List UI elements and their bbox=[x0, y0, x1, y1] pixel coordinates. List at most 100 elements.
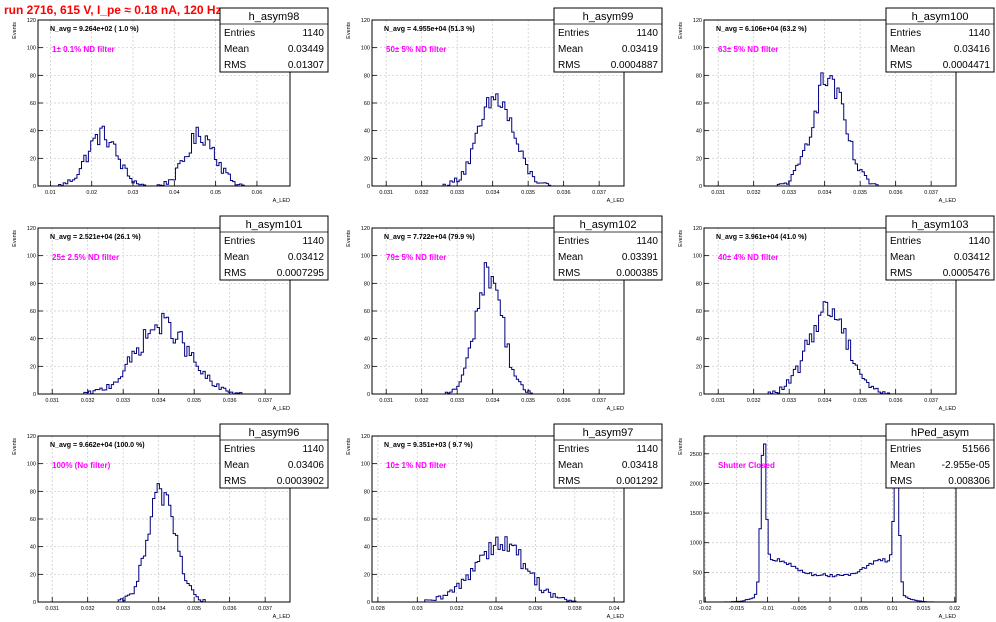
x-tick-label: 0.033 bbox=[116, 606, 130, 612]
y-tick-label: 100 bbox=[361, 254, 370, 260]
y-tick-label: 120 bbox=[27, 226, 36, 232]
y-tick-label: 0 bbox=[367, 600, 370, 606]
stats-title: h_asym100 bbox=[912, 11, 969, 23]
x-tick-label: 0.04 bbox=[169, 190, 180, 196]
navg-label: N_avg = 4.955e+04 (51.3 %) bbox=[384, 26, 475, 33]
x-tick-label: 0.033 bbox=[450, 190, 464, 196]
histogram-line bbox=[704, 72, 956, 187]
stats-title: h_asym102 bbox=[580, 219, 637, 231]
stats-label-entries: Entries bbox=[558, 444, 589, 455]
x-tick-label: 0.005 bbox=[854, 606, 868, 612]
stats-frame bbox=[885, 7, 995, 73]
x-axis-label: A_LED bbox=[273, 614, 290, 620]
stats-label-entries: Entries bbox=[890, 444, 921, 455]
y-tick-label: 60 bbox=[696, 101, 702, 107]
histogram-h_asym100: 0.031 0.032 0.033 0.034 0.035 0.036 0.037 0 20 40… bbox=[678, 7, 995, 204]
y-tick-label: 1500 bbox=[690, 511, 702, 517]
filter-label: 1± 0.1% ND filter bbox=[52, 45, 115, 54]
x-tick-label: 0.03 bbox=[412, 606, 423, 612]
stats-label-entries: Entries bbox=[224, 28, 255, 39]
y-tick-label: 80 bbox=[30, 73, 36, 79]
filter-label: 100% (No filter) bbox=[52, 461, 111, 470]
y-tick-label: 40 bbox=[364, 129, 370, 135]
x-tick-label: -0.015 bbox=[729, 606, 745, 612]
x-tick-label: 0.034 bbox=[486, 190, 500, 196]
x-tick-label: 0.037 bbox=[592, 190, 606, 196]
navg-label: N_avg = 2.521e+04 (26.1 %) bbox=[50, 234, 141, 241]
stats-value-entries: 1140 bbox=[968, 236, 990, 247]
y-tick-label: 120 bbox=[361, 434, 370, 440]
stats-label-entries: Entries bbox=[558, 28, 589, 39]
stats-label-mean: Mean bbox=[890, 44, 915, 55]
stats-value-mean: 0.03406 bbox=[288, 460, 325, 471]
y-tick-label: 20 bbox=[696, 156, 702, 162]
x-tick-label: 0.037 bbox=[592, 398, 606, 404]
histogram-h_asym97: 0.028 0.03 0.032 0.034 0.036 0.038 0.04 0 20 40 60… bbox=[346, 423, 663, 620]
histogram-line bbox=[38, 483, 290, 603]
histogram-panel-hPed_asym: -0.02 -0.015 -0.01 -0.005 0 0.005 0.01 0.015 0.0… bbox=[666, 423, 996, 622]
stats-frame bbox=[553, 7, 663, 73]
x-tick-label: 0.031 bbox=[711, 398, 725, 404]
y-tick-label: 20 bbox=[364, 156, 370, 162]
y-tick-label: 2000 bbox=[690, 481, 702, 487]
stats-box: h_asym101 Entries 1140 Mean 0.03412 RMS 0.0007… bbox=[219, 215, 329, 281]
stats-title: h_asym103 bbox=[912, 219, 969, 231]
histogram-panel-h_asym97: 0.028 0.03 0.032 0.034 0.036 0.038 0.04 0 20 40 60… bbox=[334, 423, 664, 622]
y-tick-label: 1000 bbox=[690, 541, 702, 547]
stats-label-entries: Entries bbox=[890, 236, 921, 247]
y-tick-label: 120 bbox=[27, 18, 36, 24]
y-tick-label: 80 bbox=[364, 489, 370, 495]
histogram-line bbox=[704, 301, 956, 395]
x-axis-label: A_LED bbox=[607, 406, 624, 412]
y-axis-label: Events bbox=[678, 230, 684, 247]
y-tick-label: 20 bbox=[30, 364, 36, 370]
stats-value-entries: 1140 bbox=[302, 444, 324, 455]
histogram-line bbox=[372, 262, 624, 395]
x-tick-label: 0.036 bbox=[889, 190, 903, 196]
histogram-line bbox=[38, 312, 290, 395]
y-tick-label: 0 bbox=[699, 600, 702, 606]
y-tick-label: 100 bbox=[27, 46, 36, 52]
x-tick-label: 0.028 bbox=[371, 606, 385, 612]
histogram-line bbox=[704, 443, 956, 603]
x-tick-label: 0.033 bbox=[116, 398, 130, 404]
stats-label-mean: Mean bbox=[558, 44, 583, 55]
y-tick-label: 0 bbox=[33, 392, 36, 398]
histogram-panel-h_asym98: 0.01 0.02 0.03 0.04 0.05 0.06 0 20 40 60 80 100 120 E… bbox=[0, 7, 330, 206]
stats-frame bbox=[885, 423, 995, 489]
x-tick-label: 0.03 bbox=[128, 190, 139, 196]
x-tick-label: 0.031 bbox=[45, 606, 59, 612]
stats-value-mean: 0.03419 bbox=[622, 44, 659, 55]
y-tick-label: 100 bbox=[27, 462, 36, 468]
x-tick-label: 0.037 bbox=[258, 398, 272, 404]
histogram-panel-h_asym99: 0.031 0.032 0.033 0.034 0.035 0.036 0.037 0 20 40… bbox=[334, 7, 664, 206]
y-tick-label: 60 bbox=[30, 309, 36, 315]
x-tick-label: 0.015 bbox=[917, 606, 931, 612]
run-title: run 2716, 615 V, I_pe ≈ 0.18 nA, 120 Hz bbox=[4, 3, 222, 17]
filter-label: 25± 2.5% ND filter bbox=[52, 253, 119, 262]
stats-value-entries: 1140 bbox=[636, 236, 658, 247]
stats-label-mean: Mean bbox=[224, 44, 249, 55]
x-tick-label: 0.033 bbox=[782, 398, 796, 404]
y-tick-label: 20 bbox=[696, 364, 702, 370]
histogram-h_asym102: 0.031 0.032 0.033 0.034 0.035 0.036 0.037 0 20 40… bbox=[346, 215, 663, 412]
x-axis-label: A_LED bbox=[273, 198, 290, 204]
histogram-h_asym101: 0.031 0.032 0.033 0.034 0.035 0.036 0.037 0 20 40… bbox=[12, 215, 329, 412]
y-tick-label: 0 bbox=[699, 392, 702, 398]
stats-value-rms: 0.01307 bbox=[288, 60, 325, 71]
x-tick-label: 0.05 bbox=[210, 190, 221, 196]
stats-label-rms: RMS bbox=[890, 476, 913, 487]
stats-label-mean: Mean bbox=[558, 252, 583, 263]
stats-title: h_asym101 bbox=[246, 219, 303, 231]
x-tick-label: -0.01 bbox=[761, 606, 774, 612]
x-tick-label: 0.034 bbox=[489, 606, 503, 612]
x-tick-label: 0.02 bbox=[86, 190, 97, 196]
stats-title: hPed_asym bbox=[911, 427, 969, 439]
stats-value-rms: 0.0004887 bbox=[611, 60, 659, 71]
navg-label: N_avg = 9.264e+02 ( 1.0 %) bbox=[50, 26, 139, 33]
y-tick-label: 2500 bbox=[690, 452, 702, 458]
y-tick-label: 0 bbox=[367, 184, 370, 190]
navg-label: N_avg = 7.722e+04 (79.9 %) bbox=[384, 234, 475, 241]
x-tick-label: 0.035 bbox=[853, 398, 867, 404]
x-axis-label: A_LED bbox=[607, 198, 624, 204]
